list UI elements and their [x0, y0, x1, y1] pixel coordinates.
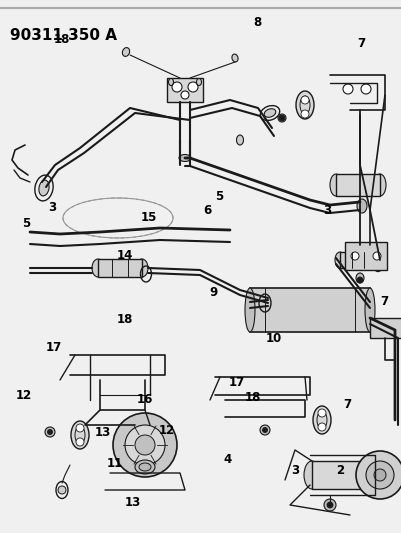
Ellipse shape: [373, 174, 385, 196]
Circle shape: [326, 502, 332, 508]
Circle shape: [350, 252, 358, 260]
Circle shape: [259, 425, 269, 435]
Ellipse shape: [359, 461, 375, 489]
Ellipse shape: [295, 91, 313, 119]
Text: 12: 12: [16, 389, 32, 402]
Circle shape: [317, 409, 325, 417]
Circle shape: [76, 438, 84, 446]
Ellipse shape: [168, 78, 173, 85]
Ellipse shape: [231, 54, 237, 62]
Text: 3: 3: [291, 464, 299, 477]
Text: 7: 7: [357, 37, 365, 50]
Circle shape: [113, 413, 176, 477]
Text: 15: 15: [140, 211, 156, 224]
Text: 7: 7: [343, 398, 351, 410]
Text: 13: 13: [124, 496, 140, 508]
Ellipse shape: [136, 259, 148, 277]
Circle shape: [356, 277, 362, 283]
Text: 90311 350 A: 90311 350 A: [10, 28, 117, 43]
Circle shape: [372, 252, 380, 260]
Ellipse shape: [312, 406, 330, 434]
Ellipse shape: [329, 174, 341, 196]
Ellipse shape: [122, 47, 129, 56]
Ellipse shape: [277, 114, 285, 122]
Circle shape: [323, 499, 335, 511]
Text: 5: 5: [22, 217, 30, 230]
Ellipse shape: [64, 199, 172, 237]
Ellipse shape: [139, 463, 151, 471]
Text: 13: 13: [94, 426, 110, 439]
Text: 11: 11: [106, 457, 122, 470]
Bar: [249, 288, 369, 332]
Text: 9: 9: [209, 286, 217, 298]
Circle shape: [76, 424, 84, 432]
Ellipse shape: [135, 460, 155, 474]
Text: 10: 10: [265, 332, 281, 345]
Text: 16: 16: [136, 393, 152, 406]
Ellipse shape: [334, 252, 344, 268]
Ellipse shape: [303, 461, 319, 489]
Bar: [335, 174, 379, 196]
Circle shape: [135, 435, 155, 455]
Text: 3: 3: [48, 201, 56, 214]
Bar: [311, 461, 367, 489]
Circle shape: [355, 451, 401, 499]
Ellipse shape: [39, 180, 49, 196]
Text: 18: 18: [245, 391, 261, 403]
Ellipse shape: [355, 273, 363, 283]
Circle shape: [262, 427, 267, 432]
Ellipse shape: [364, 288, 374, 332]
Bar: [369, 318, 401, 338]
Circle shape: [172, 82, 182, 92]
Circle shape: [47, 430, 53, 434]
Circle shape: [188, 82, 198, 92]
Circle shape: [342, 84, 352, 94]
Bar: [339, 252, 375, 268]
Bar: [98, 259, 142, 277]
Text: 5: 5: [215, 190, 223, 203]
Text: 8: 8: [253, 17, 261, 29]
Ellipse shape: [92, 259, 104, 277]
Circle shape: [125, 425, 164, 465]
Circle shape: [365, 461, 393, 489]
Circle shape: [317, 423, 325, 431]
Circle shape: [180, 91, 188, 99]
Text: 17: 17: [229, 376, 245, 389]
Ellipse shape: [236, 135, 243, 145]
Bar: [166, 78, 203, 102]
Ellipse shape: [196, 78, 201, 85]
Text: 4: 4: [223, 453, 231, 466]
Circle shape: [278, 115, 284, 121]
Ellipse shape: [370, 252, 380, 268]
Text: 3: 3: [323, 204, 331, 217]
Text: 17: 17: [46, 341, 62, 354]
Ellipse shape: [178, 155, 190, 161]
Circle shape: [360, 84, 370, 94]
Ellipse shape: [263, 109, 275, 117]
Text: 14: 14: [116, 249, 132, 262]
Circle shape: [58, 486, 66, 494]
Circle shape: [373, 469, 385, 481]
Text: 18: 18: [54, 34, 70, 46]
Ellipse shape: [71, 421, 89, 449]
Circle shape: [300, 110, 308, 118]
Bar: [344, 242, 386, 270]
Ellipse shape: [356, 199, 366, 213]
Text: 6: 6: [203, 204, 211, 217]
Circle shape: [45, 427, 55, 437]
Ellipse shape: [244, 288, 254, 332]
Text: 2: 2: [335, 464, 343, 477]
Circle shape: [300, 96, 308, 104]
Text: 18: 18: [116, 313, 132, 326]
Text: 7: 7: [379, 295, 387, 308]
Text: 12: 12: [158, 424, 174, 437]
